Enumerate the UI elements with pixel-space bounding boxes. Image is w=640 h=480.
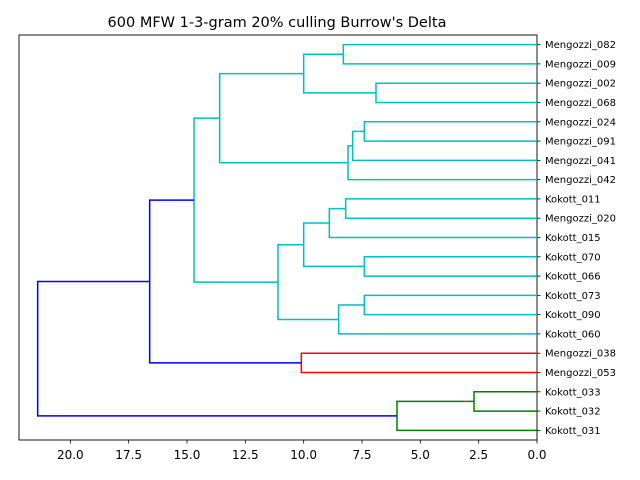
leaf-label: Kokott_032	[545, 407, 601, 418]
dendrogram-link-18	[396, 400, 537, 432]
dendrogram-link-8	[328, 207, 537, 239]
leaf-label: Mengozzi_020	[545, 214, 616, 225]
x-tick-label: 2.5	[469, 448, 488, 462]
x-tick-label: 0.0	[527, 448, 546, 462]
leaf-label: Mengozzi_038	[545, 349, 616, 360]
x-tick-label: 17.5	[115, 448, 142, 462]
dendrogram-link-14	[193, 117, 278, 283]
dendrogram-link-11	[363, 294, 537, 316]
leaf-label: Mengozzi_042	[545, 175, 616, 186]
dendrogram-link-13	[277, 243, 339, 321]
dendrogram-link-17	[473, 391, 537, 412]
leaf-labels: Mengozzi_082 Mengozzi_009 Mengozzi_002 Meng…	[537, 40, 616, 437]
dendrogram-link-6	[218, 72, 348, 164]
dendrogram-link-9	[363, 256, 537, 277]
dendrogram-link-15	[300, 352, 537, 374]
leaf-label: Kokott_066	[545, 272, 601, 283]
dendrogram-link-2	[302, 53, 376, 94]
dendrogram-link-4	[351, 130, 537, 162]
leaf-label: Mengozzi_082	[545, 40, 616, 51]
leaf-label: Mengozzi_024	[545, 117, 616, 128]
leaf-label: Mengozzi_068	[545, 98, 616, 109]
dendrogram-link-12	[337, 304, 537, 335]
dendrogram-link-19	[36, 280, 397, 417]
leaf-label: Kokott_031	[545, 426, 601, 437]
leaf-label: Kokott_070	[545, 252, 601, 263]
leaf-label: Mengozzi_002	[545, 79, 616, 90]
leaf-label: Kokott_090	[545, 310, 601, 321]
x-tick-label: 10.0	[290, 448, 317, 462]
leaf-label: Mengozzi_009	[545, 59, 616, 70]
leaf-label: Mengozzi_091	[545, 137, 616, 148]
dendrogram-link-7	[344, 198, 537, 219]
leaf-label: Mengozzi_053	[545, 368, 616, 379]
dendrogram-link-5	[347, 145, 537, 181]
dendrogram-link-1	[375, 82, 537, 104]
dendrogram-link-3	[363, 121, 537, 142]
x-tick-label: 20.0	[57, 448, 84, 462]
x-tick-label: 12.5	[232, 448, 259, 462]
x-tick-label: 7.5	[352, 448, 371, 462]
x-tick-label: 15.0	[174, 448, 201, 462]
leaf-label: Kokott_033	[545, 387, 601, 398]
leaf-label: Kokott_060	[545, 329, 601, 340]
leaf-label: Kokott_011	[545, 194, 601, 205]
x-axis-ticks: 20.0 17.5 15.0 12.5 10.0 7.5 5.0 2.5 0.0	[57, 440, 547, 462]
dendrogram-link-0	[342, 43, 537, 65]
leaf-label: Kokott_015	[545, 233, 601, 244]
dendrogram-link-10	[302, 222, 365, 268]
dendrogram-links	[36, 43, 537, 432]
chart-title: 600 MFW 1-3-gram 20% culling Burrow's De…	[108, 15, 447, 31]
leaf-label: Kokott_073	[545, 291, 601, 302]
leaf-label: Mengozzi_041	[545, 156, 616, 167]
x-tick-label: 5.0	[411, 448, 430, 462]
dendrogram-link-16	[148, 199, 302, 364]
